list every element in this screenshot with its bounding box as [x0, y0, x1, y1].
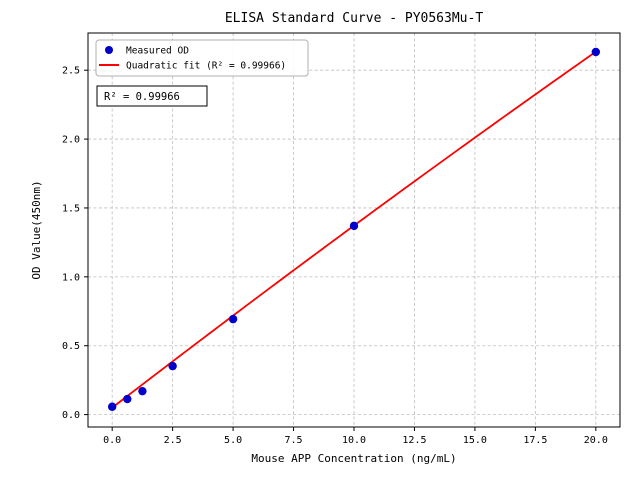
annotation-text: R² = 0.99966	[104, 91, 180, 103]
data-point	[138, 386, 147, 396]
data-point	[591, 47, 601, 57]
y-tick-label: 1.0	[62, 272, 80, 283]
legend: Measured OD Quadratic fit (R² = 0.99966)	[95, 39, 309, 77]
x-axis-label: Mouse APP Concentration (ng/mL)	[251, 452, 456, 465]
y-tick-label: 0.5	[62, 341, 80, 352]
x-tick-label: 17.5	[523, 435, 547, 446]
annotation-frame	[96, 85, 208, 107]
data-point	[123, 394, 132, 404]
x-tick-label: 10.0	[342, 435, 366, 446]
x-tick-label: 7.5	[285, 435, 303, 446]
r-squared-annotation: R² = 0.99966	[96, 85, 208, 107]
y-tick-label: 2.0	[62, 135, 80, 146]
legend-marker-measured-od	[105, 46, 113, 54]
y-tick-label: 0.0	[62, 410, 80, 421]
legend-label-quadratic-fit: Quadratic fit (R² = 0.99966)	[126, 61, 286, 72]
x-tick-label: 2.5	[164, 435, 182, 446]
data-point	[168, 361, 177, 371]
chart-title: ELISA Standard Curve - PY0563Mu-T	[225, 11, 483, 26]
legend-label-measured-od: Measured OD	[126, 46, 189, 57]
data-point	[107, 402, 117, 411]
legend-frame	[95, 39, 309, 77]
x-tick-label: 0.0	[103, 435, 121, 446]
x-tick-label: 20.0	[584, 435, 608, 446]
y-tick-label: 1.5	[62, 203, 80, 214]
data-point	[228, 314, 238, 324]
y-axis-label: OD Value(450nm)	[30, 180, 43, 279]
x-tick-label: 5.0	[224, 435, 242, 446]
data-point	[349, 221, 359, 231]
x-tick-label: 12.5	[402, 435, 426, 446]
y-tick-label: 2.5	[62, 66, 80, 77]
x-tick-label: 15.0	[463, 435, 487, 446]
